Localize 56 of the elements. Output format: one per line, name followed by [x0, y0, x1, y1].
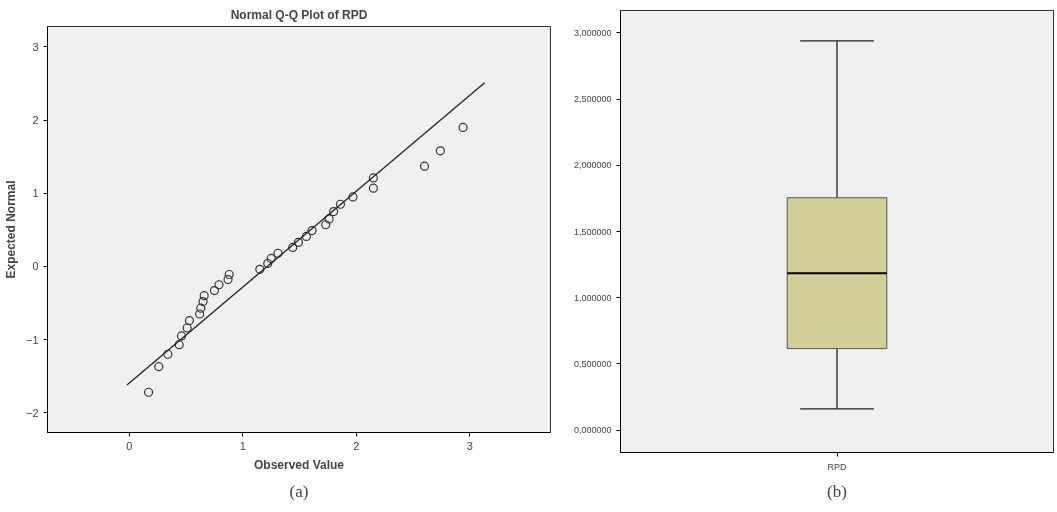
point	[435, 146, 445, 156]
y-tick-label: 0,000000	[573, 425, 612, 435]
point	[263, 258, 273, 269]
point	[273, 248, 283, 258]
point	[214, 280, 224, 290]
point	[199, 291, 209, 301]
point	[255, 264, 265, 274]
x-tick-label: RPD	[827, 461, 847, 472]
point	[223, 275, 233, 285]
point	[174, 340, 184, 350]
point	[368, 183, 378, 193]
point	[348, 192, 358, 202]
y-tick-label: 3	[32, 40, 39, 53]
text: (b)	[827, 481, 847, 501]
point	[154, 362, 164, 372]
point	[198, 296, 208, 307]
point	[419, 161, 430, 171]
y-axis-title: Expected Normal	[3, 180, 18, 279]
y-tick-label: 0,500000	[573, 358, 612, 369]
point	[182, 323, 192, 333]
y-tick-label: 0	[32, 260, 39, 273]
point	[321, 220, 331, 230]
point	[368, 173, 378, 183]
point	[176, 331, 187, 341]
point	[307, 226, 317, 236]
y-tick-label: 1,500000	[573, 226, 612, 237]
point	[458, 122, 468, 133]
point	[335, 199, 346, 209]
chart-title: Normal Q-Q Plot of RPD	[230, 7, 368, 22]
point	[301, 231, 311, 242]
text: (a)	[289, 481, 309, 501]
point	[196, 303, 206, 313]
point	[266, 253, 276, 263]
x-tick-label: 2	[353, 439, 360, 452]
x-tick-label: 0	[126, 439, 133, 452]
point	[324, 214, 334, 224]
point	[184, 315, 195, 326]
y-tick-label: 1,000000	[573, 292, 612, 303]
point	[195, 309, 205, 319]
x-tick-label: 1	[239, 439, 246, 452]
point	[143, 387, 154, 397]
point	[329, 206, 339, 217]
y-tick-label: −2	[25, 406, 39, 419]
y-tick-label: 2	[32, 114, 39, 127]
point	[288, 242, 298, 253]
y-tick-label: −1	[25, 333, 39, 346]
x-axis-title: Observed Value	[253, 457, 345, 472]
y-tick-label: 2,500000	[573, 94, 612, 105]
y-tick-label: 3,000000	[573, 28, 612, 38]
point	[163, 349, 173, 359]
y-tick-label: 2,000000	[573, 160, 612, 171]
x-tick-label: 3	[466, 439, 473, 452]
point	[224, 269, 234, 280]
y-tick-label: 1	[32, 187, 39, 200]
point	[209, 285, 220, 296]
point	[293, 237, 304, 247]
